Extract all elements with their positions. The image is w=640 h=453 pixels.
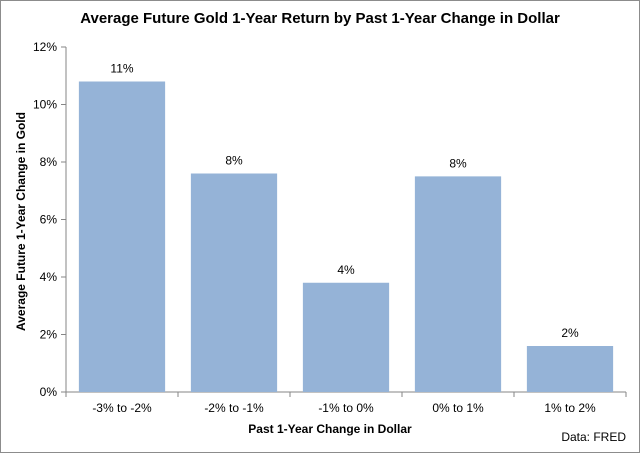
y-tick-label: 12% [33,40,57,54]
y-tick-label: 10% [33,98,57,112]
bar [526,346,614,392]
x-tick-label: -3% to -2% [92,401,152,415]
bar [78,81,166,392]
data-label: 4% [337,263,355,277]
chart-title: Average Future Gold 1-Year Return by Pas… [80,10,560,27]
source-note: Data: FRED [561,430,626,444]
y-tick-label: 6% [40,213,58,227]
bar [190,173,278,392]
x-tick-label: 0% to 1% [432,401,484,415]
x-tick-label: 1% to 2% [544,401,596,415]
y-tick-label: 4% [40,270,58,284]
x-tick-label: -1% to 0% [318,401,374,415]
bar [302,282,390,392]
x-tick-label: -2% to -1% [204,401,264,415]
y-tick-label: 2% [40,328,58,342]
data-label: 11% [110,62,133,76]
data-label: 8% [449,156,467,170]
y-axis-title: Average Future 1-Year Change in Gold [14,112,28,331]
y-tick-label: 8% [40,155,58,169]
data-label: 2% [561,326,579,340]
bar [414,176,502,392]
y-tick-label: 0% [40,385,58,399]
data-label: 8% [225,154,243,168]
x-axis-title: Past 1-Year Change in Dollar [248,422,412,436]
